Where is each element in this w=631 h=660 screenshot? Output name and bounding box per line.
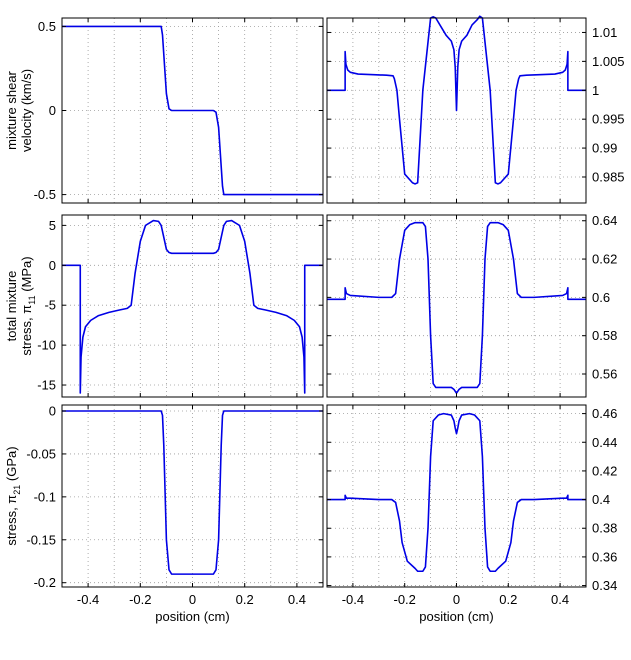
x-tick-label: 0 [189,592,196,607]
y-tick-label: 0 [49,258,56,273]
y-tick-label: -10 [37,338,56,353]
y-tick-label: -15 [37,378,56,393]
y-tick-label: 5 [49,218,56,233]
y-tick-label: 0.42 [592,463,617,478]
y-tick-label: 1.005 [592,54,625,69]
y-tick-label: 0.46 [592,406,617,421]
x-tick-label: -0.4 [77,592,99,607]
x-tick-label: -0.2 [393,592,415,607]
y-tick-label: 0.985 [592,169,625,184]
x-tick-label: 0 [453,592,460,607]
x-tick-label: -0.2 [129,592,151,607]
y-tick-label: 0.36 [592,549,617,564]
y-tick-label: 0.6 [592,290,610,305]
y-axis-label: velocity (km/s) [19,69,34,152]
series-line [327,15,586,185]
series-line [62,219,323,394]
y-tick-label: -0.15 [26,532,56,547]
x-tick-label: 0.4 [288,592,306,607]
y-tick-label: 1 [592,83,599,98]
y-tick-label: 0 [49,103,56,118]
y-tick-label: 0.44 [592,435,617,450]
series-line [327,412,586,573]
y-tick-label: 0 [49,404,56,419]
y-tick-label: 0.56 [592,367,617,382]
y-tick-label: 0.995 [592,112,625,127]
axes-frame [326,214,587,398]
y-tick-label: 0.62 [592,252,617,267]
panel-middle-right: 0.56 0.58 0.6 0.62 0.64 [326,213,617,398]
y-tick-label: 0.58 [592,328,617,343]
y-axis-label: mixture shear [4,70,19,149]
x-axis-label: position (cm) [419,609,493,624]
y-tick-label: -0.5 [34,187,56,202]
y-tick-label: 0.4 [592,492,610,507]
panel-bottom-right: 0.34 0.36 0.38 0.4 0.42 0.44 0.46 -0.4 -0.2 0 0.2 0… [326,404,617,624]
x-tick-label: -0.4 [342,592,364,607]
axes-frame [61,404,324,588]
y-tick-label: -0.05 [26,446,56,461]
panel-mixture-shear-velocity: -0.5 0 0.5 mixture shear velocity (km/s) [4,17,324,204]
y-tick-label: 0.99 [592,141,617,156]
x-axis-label: position (cm) [155,609,229,624]
x-tick-label: 0.2 [499,592,517,607]
y-axis-label: stress, π21 (GPa) [4,446,22,545]
y-tick-label: 0.34 [592,578,617,593]
y-tick-label: -5 [44,298,56,313]
series-line [62,410,323,575]
x-tick-label: 0.4 [551,592,569,607]
axes-frame [61,214,324,398]
y-tick-label: 1.01 [592,25,617,40]
panel-total-mixture-stress: -15 -10 -5 0 5 total mixture stress, π11 (MPa) [4,214,324,398]
x-tick-label: 0.2 [236,592,254,607]
y-tick-label: 0.5 [38,19,56,34]
panel-shear-stress: -0.2 -0.15 -0.1 -0.05 0 stress, π21 (GPa) -0.4… [4,404,324,624]
panel-top-right: 0.985 0.99 0.995 1 1.005 1.01 [326,15,625,204]
y-tick-label: -0.1 [34,489,56,504]
y-axis-label: total mixture [4,271,19,342]
y-tick-label: 0.38 [592,521,617,536]
series-line [62,25,323,196]
y-axis-label: stress, π11 (MPa) [19,256,37,355]
y-tick-label: -0.2 [34,575,56,590]
y-tick-label: 0.64 [592,213,617,228]
